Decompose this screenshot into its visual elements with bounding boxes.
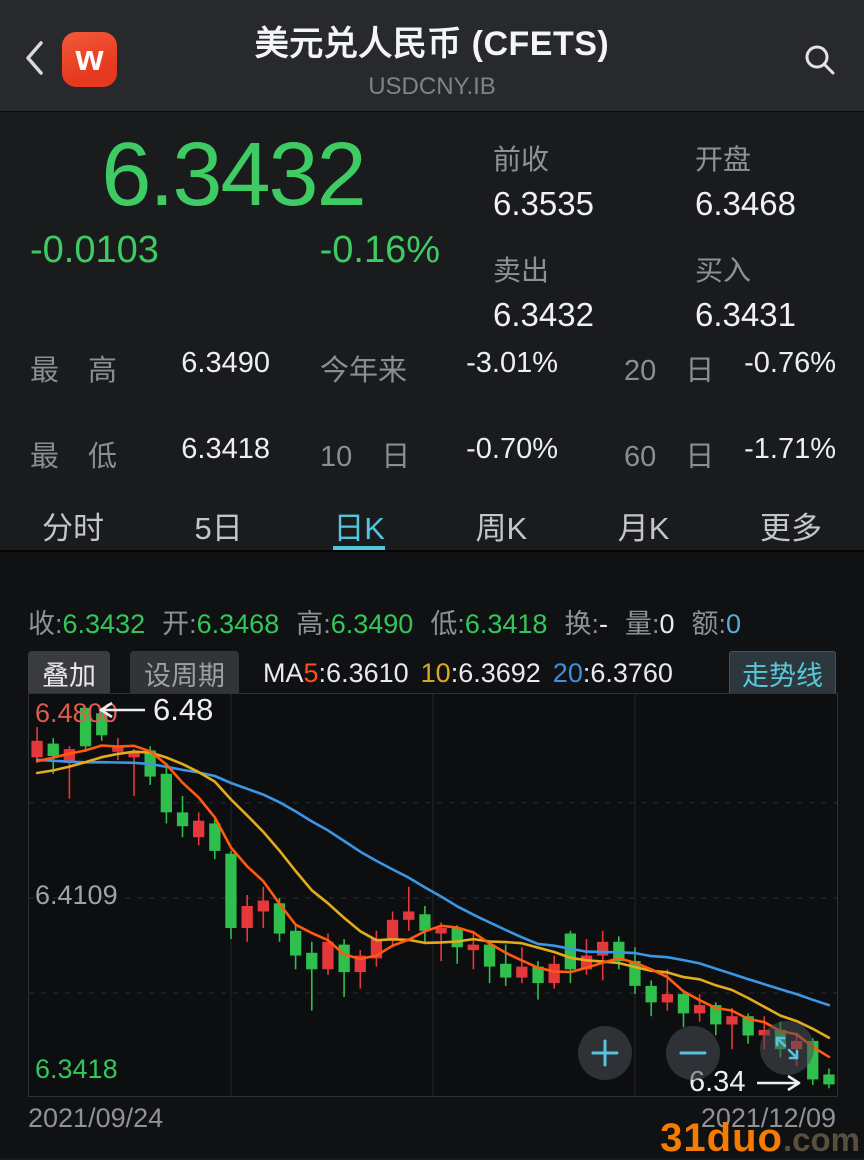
fullscreen-button[interactable]: [760, 1021, 814, 1075]
ohlc-bar: 收:6.3432 开:6.3468 高:6.3490 低:6.3418 换:- …: [0, 552, 864, 641]
quote-field-label: 买入: [695, 255, 752, 286]
stat-label: 最 高: [30, 355, 118, 387]
quote-field-value: 6.3432: [493, 296, 594, 333]
y-axis-label-mid: 6.4109: [35, 880, 118, 910]
stat-label: 最 低: [30, 441, 118, 473]
stat-value: 6.3490: [181, 347, 270, 379]
search-icon: [802, 42, 838, 78]
price-change: -0.0103: [30, 229, 159, 272]
tab-bar: 分时 5日 日K 周K 月K 更多: [0, 495, 864, 550]
stat-value: -0.70%: [466, 433, 558, 465]
high-annotation-text: 6.48: [153, 692, 214, 727]
last-annotation: 6.34: [689, 1066, 803, 1099]
x-axis-label-start: 2021/09/24: [28, 1103, 164, 1133]
zoom-out-button[interactable]: [666, 1026, 720, 1080]
quote-field-ask: 卖出 6.3432: [493, 249, 695, 334]
stat-label: 60 日: [624, 441, 715, 473]
ohlc-item-low: 低:6.3418: [430, 609, 548, 639]
quote-field-value: 6.3535: [493, 185, 594, 222]
zoom-in-button[interactable]: [578, 1026, 632, 1080]
ma10-value: 6.3692: [458, 657, 541, 688]
left-arrow-icon: [95, 700, 147, 720]
watermark-name: 31duo: [660, 1116, 783, 1160]
stat-label: 20 日: [624, 355, 715, 387]
stat-value: -3.01%: [466, 347, 558, 379]
ma-prefix: MA: [263, 657, 304, 688]
last-price: 6.3432: [101, 125, 366, 225]
back-icon: [23, 38, 47, 78]
ma5-value: 6.3610: [326, 657, 409, 688]
quote-field-prev-close: 前收 6.3535: [493, 138, 695, 223]
app-logo[interactable]: w: [62, 32, 117, 87]
expand-icon: [772, 1033, 802, 1063]
quote-fields: 前收 6.3535 开盘 6.3468 卖出 6.3432 买入 6.3431: [466, 128, 864, 333]
ma10-label: 10: [420, 657, 451, 688]
search-button[interactable]: [800, 40, 840, 80]
high-annotation: 6.48: [95, 692, 213, 728]
trend-line-button[interactable]: 走势线: [729, 650, 836, 696]
x-axis-labels: 2021/09/24 2021/12/09: [28, 1103, 836, 1134]
quote-field-value: 6.3468: [695, 185, 796, 222]
y-axis-label-low: 6.3418: [35, 1054, 118, 1084]
stat-value: -0.76%: [744, 347, 836, 379]
watermark-suffix: .com: [782, 1121, 860, 1158]
tab-more[interactable]: 更多: [759, 511, 822, 546]
tab-weekly-k[interactable]: 周K: [475, 511, 528, 546]
overlay-button[interactable]: 叠加: [28, 650, 110, 696]
tab-5day[interactable]: 5日: [194, 511, 243, 546]
tab-minute[interactable]: 分时: [42, 511, 104, 546]
ohlc-item-volume: 量:0: [624, 609, 675, 639]
tab-daily-k[interactable]: 日K: [333, 503, 385, 550]
page-title: 美元兑人民币 (CFETS): [254, 25, 610, 63]
chart-panel: 收:6.3432 开:6.3468 高:6.3490 低:6.3418 换:- …: [0, 552, 864, 1158]
ma-legend: MA 5:6.3610 10:6.3692 20:6.3760: [263, 657, 673, 688]
ohlc-item-amount: 额:0: [691, 609, 742, 639]
quote-section: 6.3432 -0.0103 -0.16% 前收 6.3535 开盘 6.346…: [0, 112, 864, 333]
set-period-button[interactable]: 设周期: [130, 650, 239, 696]
stats-table: 最 高 6.3490 今年来 -3.01% 20 日 -0.76% 最 低 6.…: [0, 325, 864, 495]
quote-field-label: 前收: [493, 144, 550, 175]
quote-field-label: 开盘: [695, 144, 752, 175]
quote-field-bid: 买入 6.3431: [695, 249, 864, 334]
tab-monthly-k[interactable]: 月K: [617, 511, 670, 546]
minus-icon: [678, 1038, 708, 1068]
x-axis-label-end: 2021/12/09: [700, 1103, 836, 1133]
stat-value: 6.3418: [181, 433, 270, 465]
watermark: 31duo.com: [660, 1118, 860, 1158]
app-logo-letter: w: [75, 36, 104, 78]
quote-field-value: 6.3431: [695, 296, 796, 333]
right-arrow-icon: [755, 1073, 803, 1093]
ma20-value: 6.3760: [590, 657, 673, 688]
ohlc-item-open: 开:6.3468: [162, 609, 280, 639]
ohlc-item-high: 高:6.3490: [296, 609, 414, 639]
ma5-label: 5: [303, 657, 319, 688]
price-change-percent: -0.16%: [319, 229, 440, 272]
stat-label: 10 日: [320, 441, 411, 473]
kline-chart[interactable]: 6.4800 6.4109 6.3418 6.48 6.34: [28, 692, 838, 1099]
ma20-label: 20: [552, 657, 583, 688]
stat-label: 今年来: [320, 355, 408, 387]
quote-field-label: 卖出: [493, 255, 550, 286]
plus-icon: [590, 1038, 620, 1068]
header: w 美元兑人民币 (CFETS) USDCNY.IB: [0, 0, 864, 112]
back-button[interactable]: [20, 38, 50, 78]
stat-value: -1.71%: [744, 433, 836, 465]
ohlc-item-close: 收:6.3432: [28, 609, 146, 639]
chart-toolbar: 叠加 设周期 MA 5:6.3610 10:6.3692 20:6.3760 走…: [28, 650, 836, 696]
candlestick-plot: [29, 694, 837, 1096]
quote-field-open: 开盘 6.3468: [695, 138, 864, 223]
section-divider: [0, 550, 864, 552]
symbol-subtitle: USDCNY.IB: [368, 73, 496, 100]
ohlc-item-turnover-rate: 换:-: [564, 609, 608, 639]
